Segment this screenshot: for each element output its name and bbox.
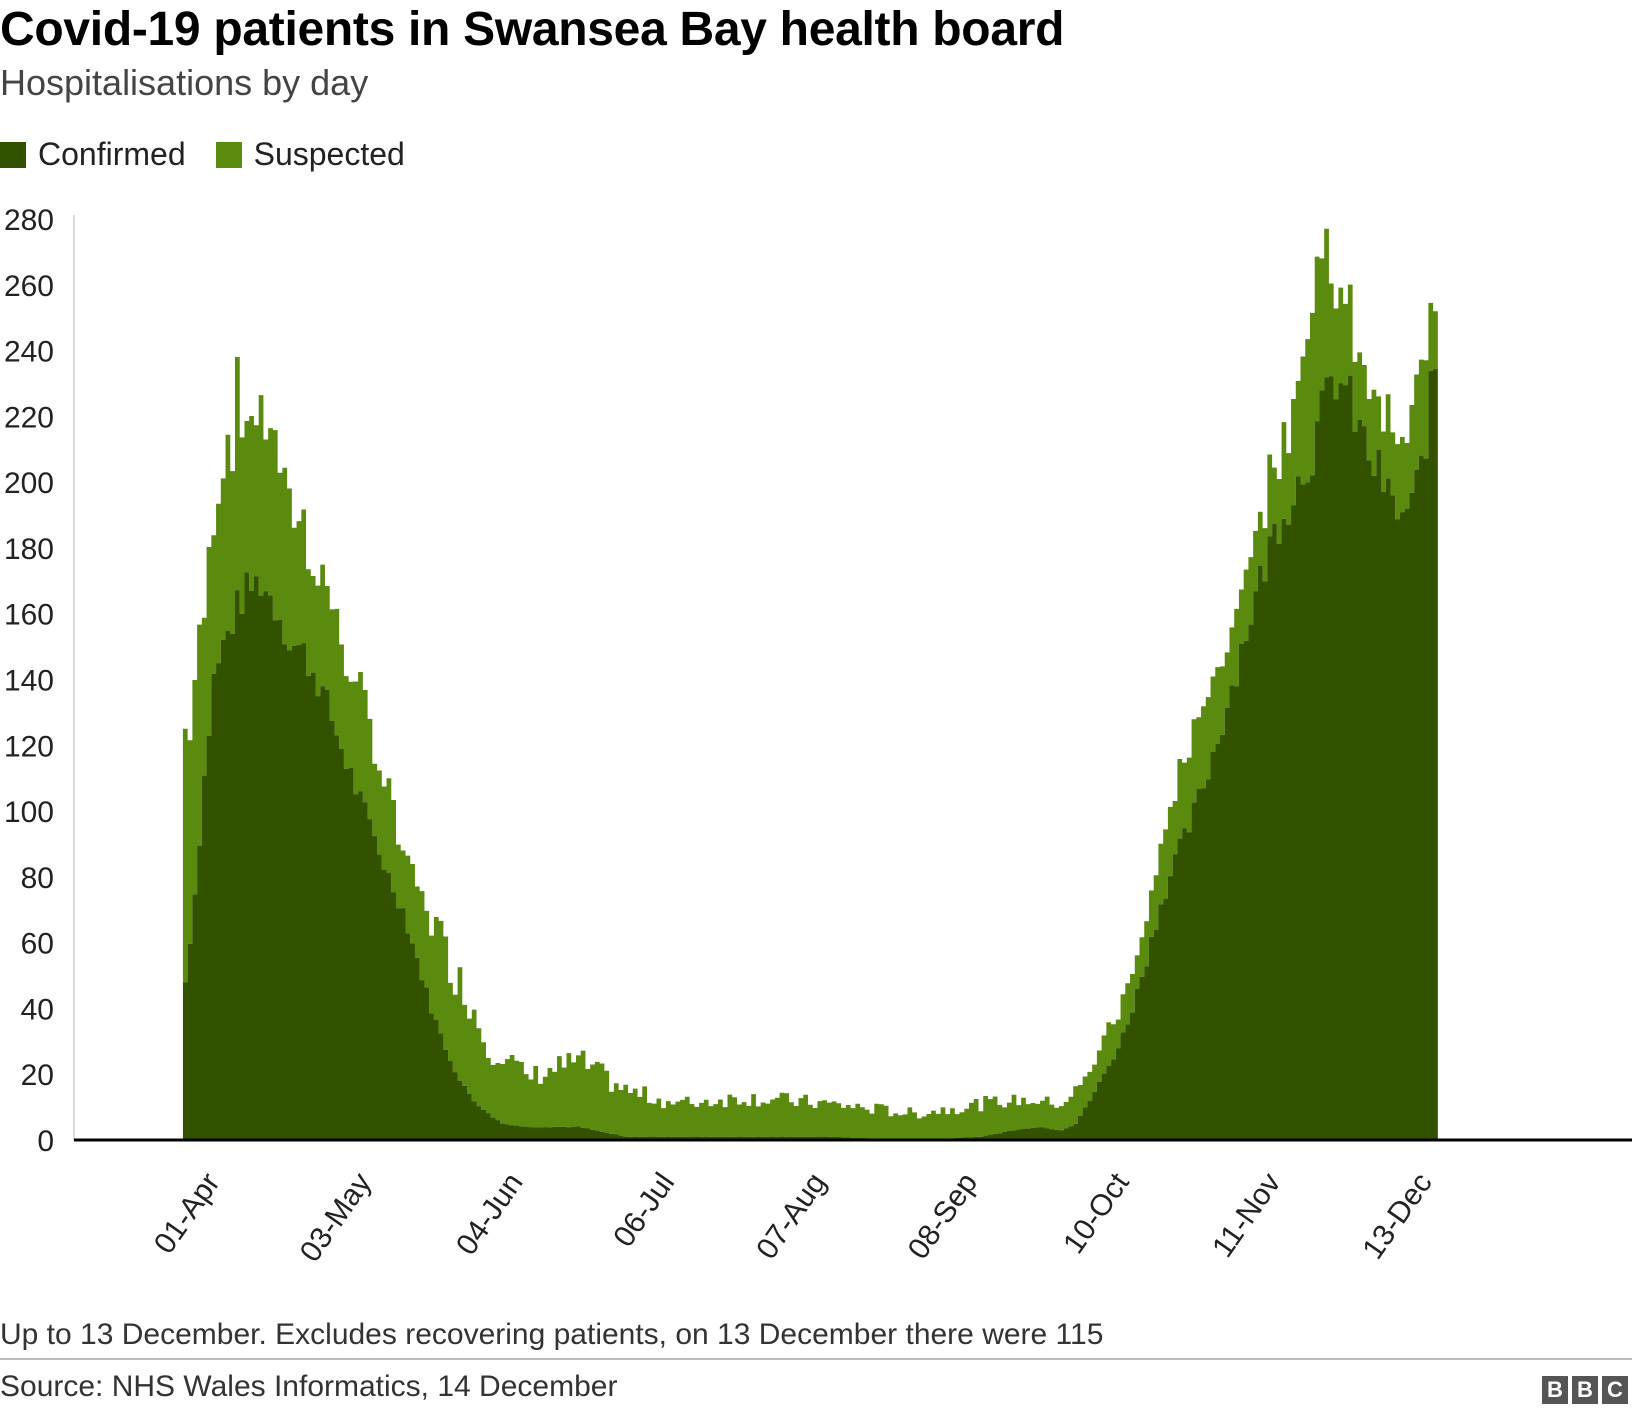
legend-item-suspected: Suspected bbox=[215, 136, 405, 173]
y-tick-label: 160 bbox=[4, 599, 54, 632]
bbc-logo-letter-b2: B bbox=[1572, 1376, 1598, 1404]
y-tick-label: 280 bbox=[4, 204, 54, 237]
legend-label-confirmed: Confirmed bbox=[38, 136, 186, 172]
y-tick-label: 240 bbox=[4, 336, 54, 369]
x-tick-label: 07-Aug bbox=[750, 1167, 833, 1265]
y-tick-label: 60 bbox=[21, 928, 54, 961]
chart-subtitle: Hospitalisations by day bbox=[0, 62, 369, 103]
y-axis: 0 20 40 60 80 100 120 140 160 180 200 220 240 260 280 bbox=[4, 204, 75, 1158]
y-tick-label: 180 bbox=[4, 533, 54, 566]
bbc-logo: B B C bbox=[1538, 1376, 1628, 1404]
series-confirmed-area bbox=[182, 368, 1438, 1140]
x-tick-label: 13-Dec bbox=[1356, 1167, 1439, 1265]
bbc-logo-letter-c: C bbox=[1602, 1376, 1628, 1404]
series-suspected-area bbox=[182, 228, 1438, 1140]
source-note: Source: NHS Wales Informatics, 14 Decemb… bbox=[0, 1370, 618, 1403]
x-tick-label: 08-Sep bbox=[902, 1167, 985, 1265]
footnote: Up to 13 December. Excludes recovering p… bbox=[0, 1318, 1104, 1351]
y-tick-label: 200 bbox=[4, 467, 54, 500]
y-tick-label: 140 bbox=[4, 665, 54, 698]
bbc-logo-letter-b1: B bbox=[1542, 1376, 1568, 1404]
legend-swatch-confirmed bbox=[0, 141, 26, 168]
x-tick-label: 03-May bbox=[294, 1167, 378, 1268]
footer-divider bbox=[0, 1358, 1632, 1360]
y-tick-label: 100 bbox=[4, 796, 54, 829]
y-tick-label: 220 bbox=[4, 401, 54, 434]
x-axis: 01-Apr 03-May 04-Jun 06-Jul 07-Aug 08-Sep 10-O… bbox=[74, 1138, 1632, 1268]
hospitalisations-chart: 020406080100120140160180200220240260280 … bbox=[4, 204, 1632, 1268]
x-tick-label: 01-Apr bbox=[148, 1167, 227, 1260]
x-tick-label: 10-Oct bbox=[1057, 1167, 1136, 1260]
y-tick-label: 20 bbox=[21, 1059, 54, 1092]
series-layer bbox=[182, 228, 1438, 1140]
legend-swatch-suspected bbox=[215, 141, 242, 168]
legend-label-suspected: Suspected bbox=[253, 136, 405, 172]
x-tick-label: 04-Jun bbox=[450, 1167, 530, 1261]
legend-item-confirmed: Confirmed bbox=[0, 136, 186, 173]
chart-title: Covid-19 patients in Swansea Bay health … bbox=[0, 3, 1065, 56]
x-tick-label: 11-Nov bbox=[1206, 1167, 1287, 1263]
y-tick-label: 40 bbox=[21, 993, 54, 1026]
y-tick-label: 0 bbox=[37, 1125, 54, 1158]
y-tick-label: 120 bbox=[4, 730, 54, 763]
y-tick-label: 260 bbox=[4, 270, 54, 303]
x-tick-label: 06-Jul bbox=[607, 1167, 681, 1253]
y-tick-label: 80 bbox=[21, 862, 54, 895]
legend: Confirmed Suspected bbox=[0, 136, 435, 173]
